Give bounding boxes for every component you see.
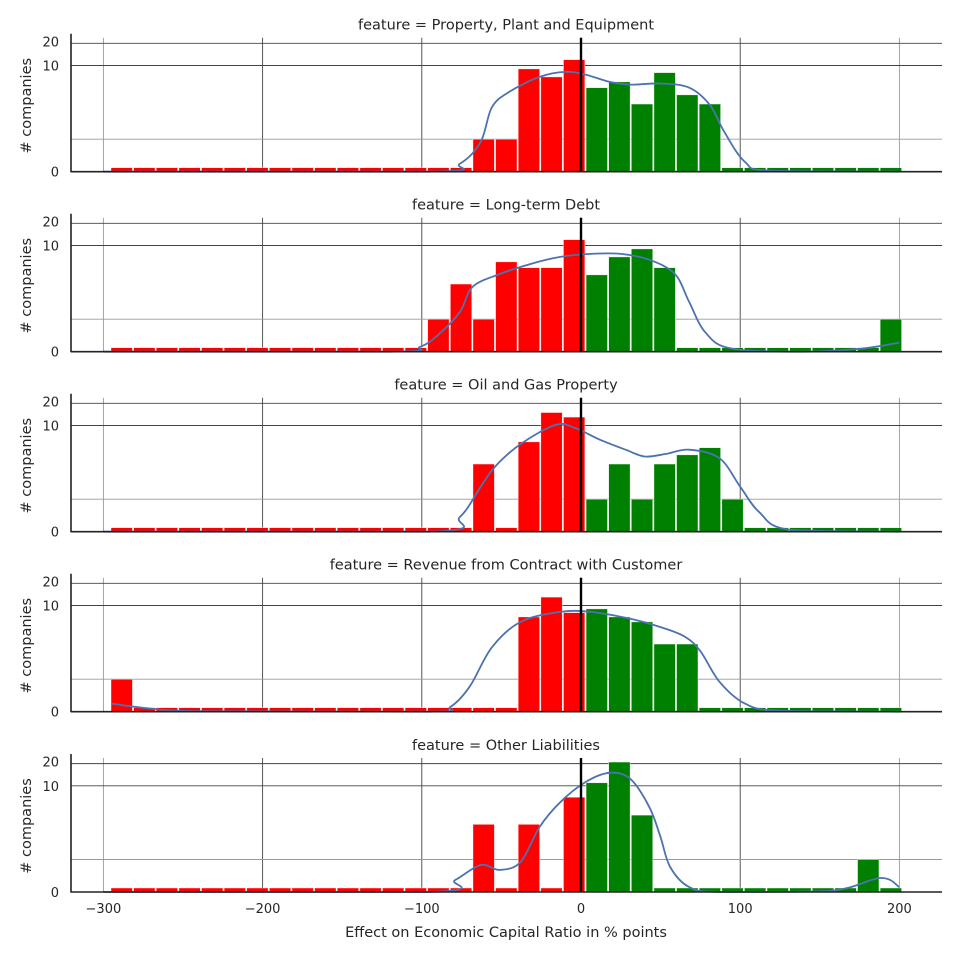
facet-panel: feature = Long-term Debt 0 10 20 # companies <box>19 198 942 361</box>
histogram-bar <box>631 498 654 533</box>
histogram-bar <box>698 103 721 172</box>
facet-panel: feature = Other Liabilities 0 10 20 # compan… <box>19 738 942 901</box>
panel-title: feature = Long-term Debt <box>412 198 600 214</box>
histogram-bar <box>653 463 676 532</box>
y-tick-label: 20 <box>42 575 59 590</box>
histogram-bar <box>698 447 721 533</box>
facet-panel: feature = Oil and Gas Property 0 10 20 # com… <box>19 378 942 541</box>
histogram-bar <box>517 616 540 712</box>
histogram-bar <box>631 814 654 893</box>
y-tick-label: 0 <box>51 526 59 541</box>
histogram-bar <box>517 441 540 532</box>
histogram-bar <box>653 72 676 172</box>
y-tick-label: 10 <box>42 780 59 795</box>
y-axis-label: # companies <box>19 778 35 874</box>
histogram-bar <box>608 761 631 893</box>
histogram-bar <box>585 274 608 353</box>
histogram-bar <box>631 248 654 353</box>
histogram-bar <box>631 103 654 172</box>
y-tick-label: 10 <box>42 600 59 615</box>
panel-title: feature = Property, Plant and Equipment <box>358 18 654 34</box>
histogram-bar <box>472 138 495 172</box>
histogram-bar <box>585 498 608 533</box>
histogram-bar <box>472 318 495 353</box>
histogram-bar <box>721 498 744 533</box>
histogram-bar <box>653 643 676 713</box>
y-tick-label: 10 <box>42 240 59 255</box>
y-tick-label: 0 <box>51 706 59 721</box>
histogram-bar <box>608 81 631 172</box>
histogram-bar <box>676 94 699 172</box>
x-tick-label: −300 <box>86 902 122 917</box>
y-tick-label: 20 <box>42 35 59 50</box>
histogram-bar <box>608 256 631 352</box>
y-axis-label: # companies <box>19 238 35 334</box>
kde-curve <box>103 70 900 173</box>
x-tick-label: 0 <box>577 902 585 917</box>
histogram-bar <box>676 454 699 533</box>
histogram-bar <box>608 616 631 712</box>
facet-panel: feature = Revenue from Contract with Cus… <box>19 558 942 721</box>
panel-title: feature = Revenue from Contract with Cus… <box>330 558 683 574</box>
histogram-bar <box>631 621 654 713</box>
kde-curve <box>103 252 900 353</box>
histogram-bar <box>653 267 676 353</box>
y-axis-label: # companies <box>19 58 35 154</box>
y-tick-label: 20 <box>42 215 59 230</box>
y-axis-label: # companies <box>19 418 35 514</box>
y-tick-label: 10 <box>42 420 59 435</box>
histogram-bar <box>585 608 608 712</box>
x-tick-label: 100 <box>728 902 753 917</box>
y-tick-label: 0 <box>51 166 59 181</box>
panel-title: feature = Oil and Gas Property <box>394 378 618 394</box>
histogram-bar <box>676 643 699 713</box>
y-tick-label: 20 <box>42 756 59 771</box>
histogram-bar <box>585 782 608 893</box>
x-tick-label: −200 <box>245 902 281 917</box>
kde-curve <box>111 609 900 713</box>
y-tick-label: 0 <box>51 886 59 901</box>
x-tick-label: −100 <box>404 902 440 917</box>
facet-panel: feature = Property, Plant and Equipment 0… <box>19 18 942 181</box>
histogram-bar <box>472 824 495 893</box>
y-axis-label: # companies <box>19 598 35 694</box>
histogram-bar <box>879 318 902 353</box>
y-tick-label: 0 <box>51 346 59 361</box>
y-tick-label: 20 <box>42 395 59 410</box>
histogram-bar <box>540 76 563 172</box>
histogram-bar <box>585 87 608 173</box>
histogram-bar <box>857 859 880 893</box>
histogram-bar <box>608 463 631 532</box>
x-tick-label: 200 <box>887 902 912 917</box>
histogram-bar <box>517 267 540 353</box>
histogram-bar <box>472 463 495 532</box>
y-tick-label: 10 <box>42 60 59 75</box>
histogram-bar <box>495 138 518 172</box>
panel-title: feature = Other Liabilities <box>412 738 600 754</box>
kde-curve <box>103 771 900 893</box>
histogram-bar <box>540 267 563 353</box>
x-axis-label: Effect on Economic Capital Ratio in % po… <box>345 925 667 941</box>
kde-curve <box>103 422 900 533</box>
